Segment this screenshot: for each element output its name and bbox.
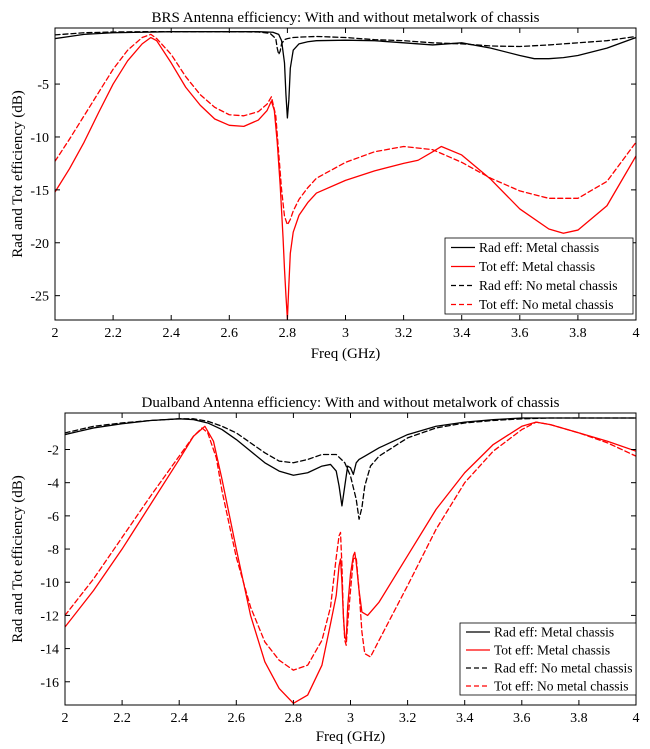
y-tick-label: -15 [30, 184, 49, 199]
y-tick-label: -5 [37, 78, 49, 93]
series-line-2 [65, 421, 636, 704]
x-tick-label: 2 [62, 711, 69, 726]
x-axis-label: Freq (GHz) [316, 729, 386, 744]
series-line-1 [65, 417, 636, 507]
legend-label-4: Tot eff: No metal chassis [494, 679, 629, 694]
y-tick-label: -8 [47, 543, 59, 558]
legend: Rad eff: Metal chassis Tot eff: Metal cha… [444, 237, 634, 315]
x-tick-label: 2.2 [104, 326, 122, 341]
legend-label-3: Rad eff: No metal chassis [479, 278, 617, 293]
x-tick-label: 4 [633, 326, 640, 341]
y-tick-label: -20 [30, 237, 49, 252]
x-tick-label: 2.4 [162, 326, 180, 341]
x-tick-label: 3.8 [570, 711, 588, 726]
legend-label-1: Rad eff: Metal chassis [479, 240, 599, 255]
x-tick-label: 3 [347, 711, 354, 726]
y-axis-label: Rad and Tot efficiency (dB) [10, 475, 26, 643]
y-tick-label: -12 [40, 609, 59, 624]
y-axis-label: Rad and Tot efficiency (dB) [10, 90, 26, 258]
legend-label-1: Rad eff: Metal chassis [494, 625, 614, 640]
y-tick-label: -4 [47, 477, 59, 492]
x-tick-label: 3.6 [511, 326, 529, 341]
y-tick-label: -2 [47, 444, 59, 459]
x-axis-label: Freq (GHz) [311, 346, 381, 362]
x-tick-label: 3.2 [395, 326, 413, 341]
x-tick-label: 4 [633, 711, 640, 726]
y-tick-label: -25 [30, 290, 49, 305]
x-tick-label: 2.2 [113, 711, 131, 726]
x-tick-label: 3 [342, 326, 349, 341]
y-tick-label: -6 [47, 510, 59, 525]
legend-label-2: Tot eff: Metal chassis [479, 259, 595, 274]
series-group [65, 417, 636, 704]
series-line-2 [55, 36, 636, 320]
series-line-3 [65, 417, 636, 520]
x-tick-label: 3.4 [456, 711, 474, 726]
chart-2: 2 2.2 2.4 2.6 2.8 3 3.2 3.4 3.6 3.8 4 -2 -4 -6 -8 -10 -1… [10, 395, 640, 745]
legend-box [444, 237, 634, 315]
x-tick-label: 2.4 [170, 711, 188, 726]
chart-1: 2 2.2 2.4 2.6 2.8 3 3.2 3.4 3.6 3.8 4 -5 -10 -15 -20 -2… [10, 10, 640, 362]
legend-box [459, 622, 637, 696]
y-tick-label: -10 [40, 576, 59, 591]
x-tick-label: 2.6 [221, 326, 239, 341]
x-tick-label: 3.8 [569, 326, 587, 341]
y-tick-label: -14 [40, 643, 59, 658]
chart-title: Dualband Antenna efficiency: With and wi… [142, 395, 560, 411]
x-tick-label: 2.6 [228, 711, 246, 726]
y-tick-label: -16 [40, 676, 59, 691]
x-tick-label: 3.4 [453, 326, 471, 341]
x-tick-label: 2.8 [285, 711, 303, 726]
y-tick-label: -10 [30, 131, 49, 146]
x-tick-label: 2.8 [279, 326, 297, 341]
x-tick-label: 3.6 [513, 711, 531, 726]
legend: Rad eff: Metal chassis Tot eff: Metal cha… [459, 622, 637, 696]
legend-label-3: Rad eff: No metal chassis [494, 661, 632, 676]
chart-title: BRS Antenna efficiency: With and without… [152, 10, 540, 26]
series-line-4 [65, 421, 636, 671]
legend-label-2: Tot eff: Metal chassis [494, 643, 610, 658]
x-tick-label: 3.2 [399, 711, 417, 726]
series-line-4 [55, 33, 636, 226]
x-tick-label: 2 [52, 326, 59, 341]
legend-label-4: Tot eff: No metal chassis [479, 297, 614, 312]
